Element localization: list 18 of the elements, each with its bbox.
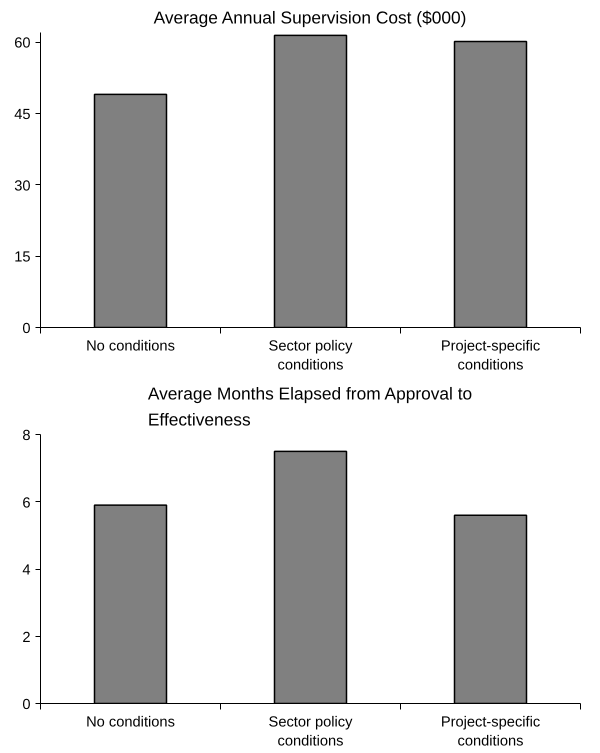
y-tick-label: 0 [22, 697, 31, 713]
y-tick-label: 4 [22, 562, 31, 578]
chart-title: Average Months Elapsed from Approval to Effectiveness [148, 384, 472, 430]
chart-title: Average Annual Supervision Cost ($000) [154, 8, 466, 28]
y-tick-label: 30 [14, 178, 31, 194]
x-tick-label: Sector policy conditions [268, 714, 354, 750]
y-tick-label: 15 [14, 250, 31, 266]
y-tick-label: 0 [22, 321, 31, 337]
y-tick-label: 2 [22, 630, 31, 646]
y-tick-label: 8 [22, 428, 31, 444]
y-tick-label: 45 [14, 106, 31, 123]
y-tick-label: 6 [22, 495, 31, 512]
y-tick-label: 60 [14, 36, 31, 52]
x-tick-label: Project-specific conditions [440, 338, 540, 374]
x-tick-label: No conditions [86, 338, 175, 354]
x-tick-label: Project-specific conditions [440, 714, 540, 750]
x-tick-label: Sector policy conditions [268, 338, 354, 374]
x-tick-label: No conditions [86, 714, 175, 730]
